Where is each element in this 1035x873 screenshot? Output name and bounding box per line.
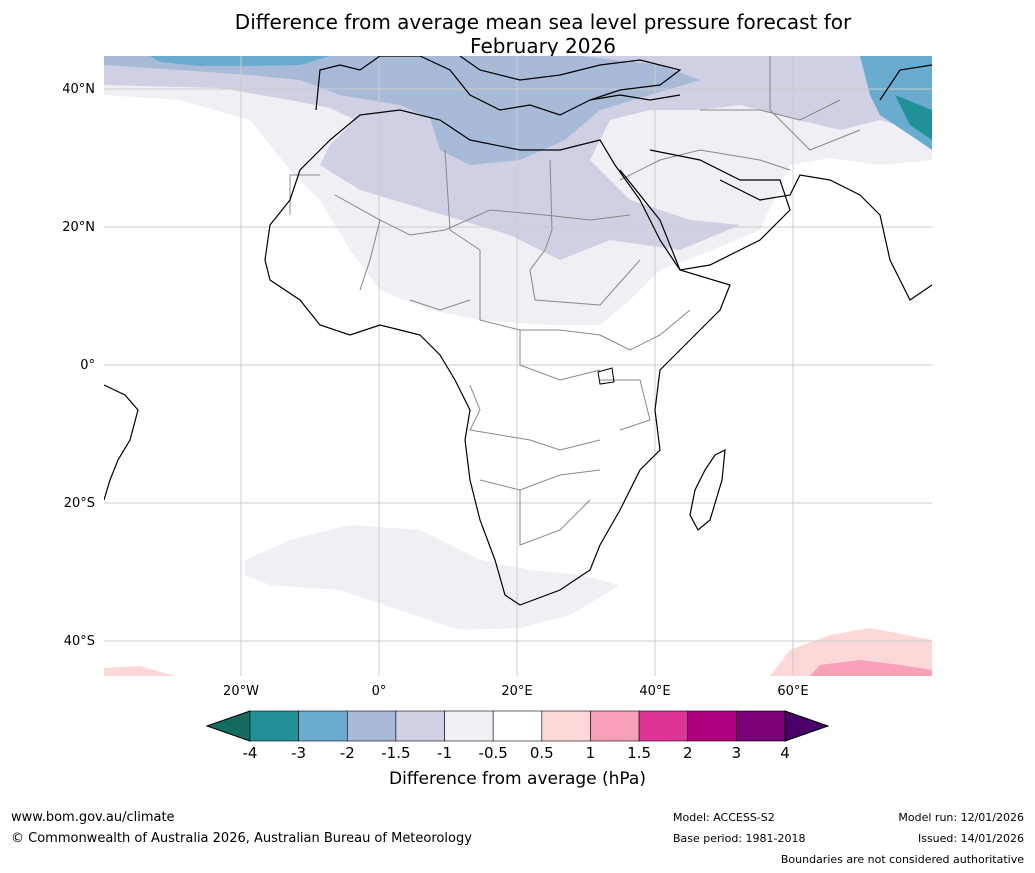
footer-copyright: © Commonwealth of Australia 2026, Austra… [11, 831, 472, 846]
colorbar-segment [346, 710, 397, 742]
colorbar-title: Difference from average (hPa) [389, 769, 646, 789]
colorbar-extension-low [205, 710, 251, 742]
footer-issued: Issued: 14/01/2026 [917, 832, 1024, 845]
colorbar-extension-high [784, 710, 830, 742]
colorbar-tick-label: -1 [437, 744, 453, 762]
anomaly-region-pink-southwest [104, 666, 175, 676]
lat-label-40s: 40°S [63, 634, 95, 649]
anomaly-region-teal [895, 95, 932, 140]
title-line-1: Difference from average mean sea level p… [234, 10, 852, 34]
colorbar-tick-label: -4 [242, 744, 258, 762]
coast-europe [315, 56, 682, 116]
colorbar-segment [395, 710, 445, 742]
lon-label-20w: 20°W [223, 684, 259, 699]
anomaly-region-steelblue-light [104, 56, 700, 165]
lon-label-40e: 40°E [639, 684, 671, 699]
footer-model-run: Model run: 12/01/2026 [898, 811, 1024, 824]
country-borders [289, 56, 861, 546]
lat-label-equator: 0° [80, 358, 95, 373]
colorbar-tick-label: 1.5 [627, 744, 651, 762]
lon-label-60e: 60°E [777, 684, 809, 699]
colorbar-tick-label: 1 [585, 744, 596, 762]
title-line-2: February 2026 [470, 34, 616, 58]
coast-arabia [619, 149, 791, 271]
anomaly-region-south-lavender [245, 525, 620, 630]
colorbar-tick-label: -1.5 [381, 744, 411, 762]
colorbar-segment [249, 710, 299, 742]
lon-label-20e: 20°E [501, 684, 533, 699]
footer-disclaimer: Boundaries are not considered authoritat… [780, 853, 1024, 866]
colorbar-tick-label: 2 [682, 744, 693, 762]
chart-title: Difference from average mean sea level p… [0, 10, 1035, 58]
anomaly-region-rose [810, 660, 932, 676]
colorbar-segment [492, 710, 543, 742]
coast-persian-gulf [719, 174, 932, 301]
colorbar-segment [541, 710, 591, 742]
colorbar-segment [736, 710, 786, 742]
footer-model: Model: ACCESS-S2 [673, 811, 775, 824]
colorbar-segment [638, 710, 689, 742]
colorbar-segment [687, 710, 737, 742]
coast-south-america [104, 384, 139, 501]
coast-caspian-black [589, 64, 932, 101]
footer-website[interactable]: www.bom.gov.au/climate [11, 810, 175, 825]
colorbar-tick-label: 4 [780, 744, 790, 762]
lat-label-40n: 40°N [62, 82, 95, 97]
colorbar-tick-label: -2 [339, 744, 355, 762]
footer-base-period: Base period: 1981-2018 [673, 832, 806, 845]
colorbar-segment [298, 710, 348, 742]
gridlines [104, 56, 932, 676]
anomaly-region-blue [150, 56, 330, 66]
lake-victoria [597, 367, 615, 385]
colorbar-tick-label: 0.5 [529, 744, 554, 762]
coast-madagascar [689, 448, 726, 531]
colorbar-tick-label: -0.5 [478, 744, 508, 762]
lon-label-0: 0° [371, 684, 387, 699]
lat-label-20s: 20°S [63, 496, 95, 511]
coast-africa [264, 109, 731, 606]
coastlines [104, 56, 932, 606]
lat-label-20n: 20°N [62, 220, 95, 235]
colorbar-tick-label: 3 [731, 744, 742, 762]
colorbar-tick-label: -3 [291, 744, 307, 762]
colorbar [205, 710, 830, 742]
colorbar-segment [590, 710, 640, 742]
colorbar-segment [444, 710, 494, 742]
